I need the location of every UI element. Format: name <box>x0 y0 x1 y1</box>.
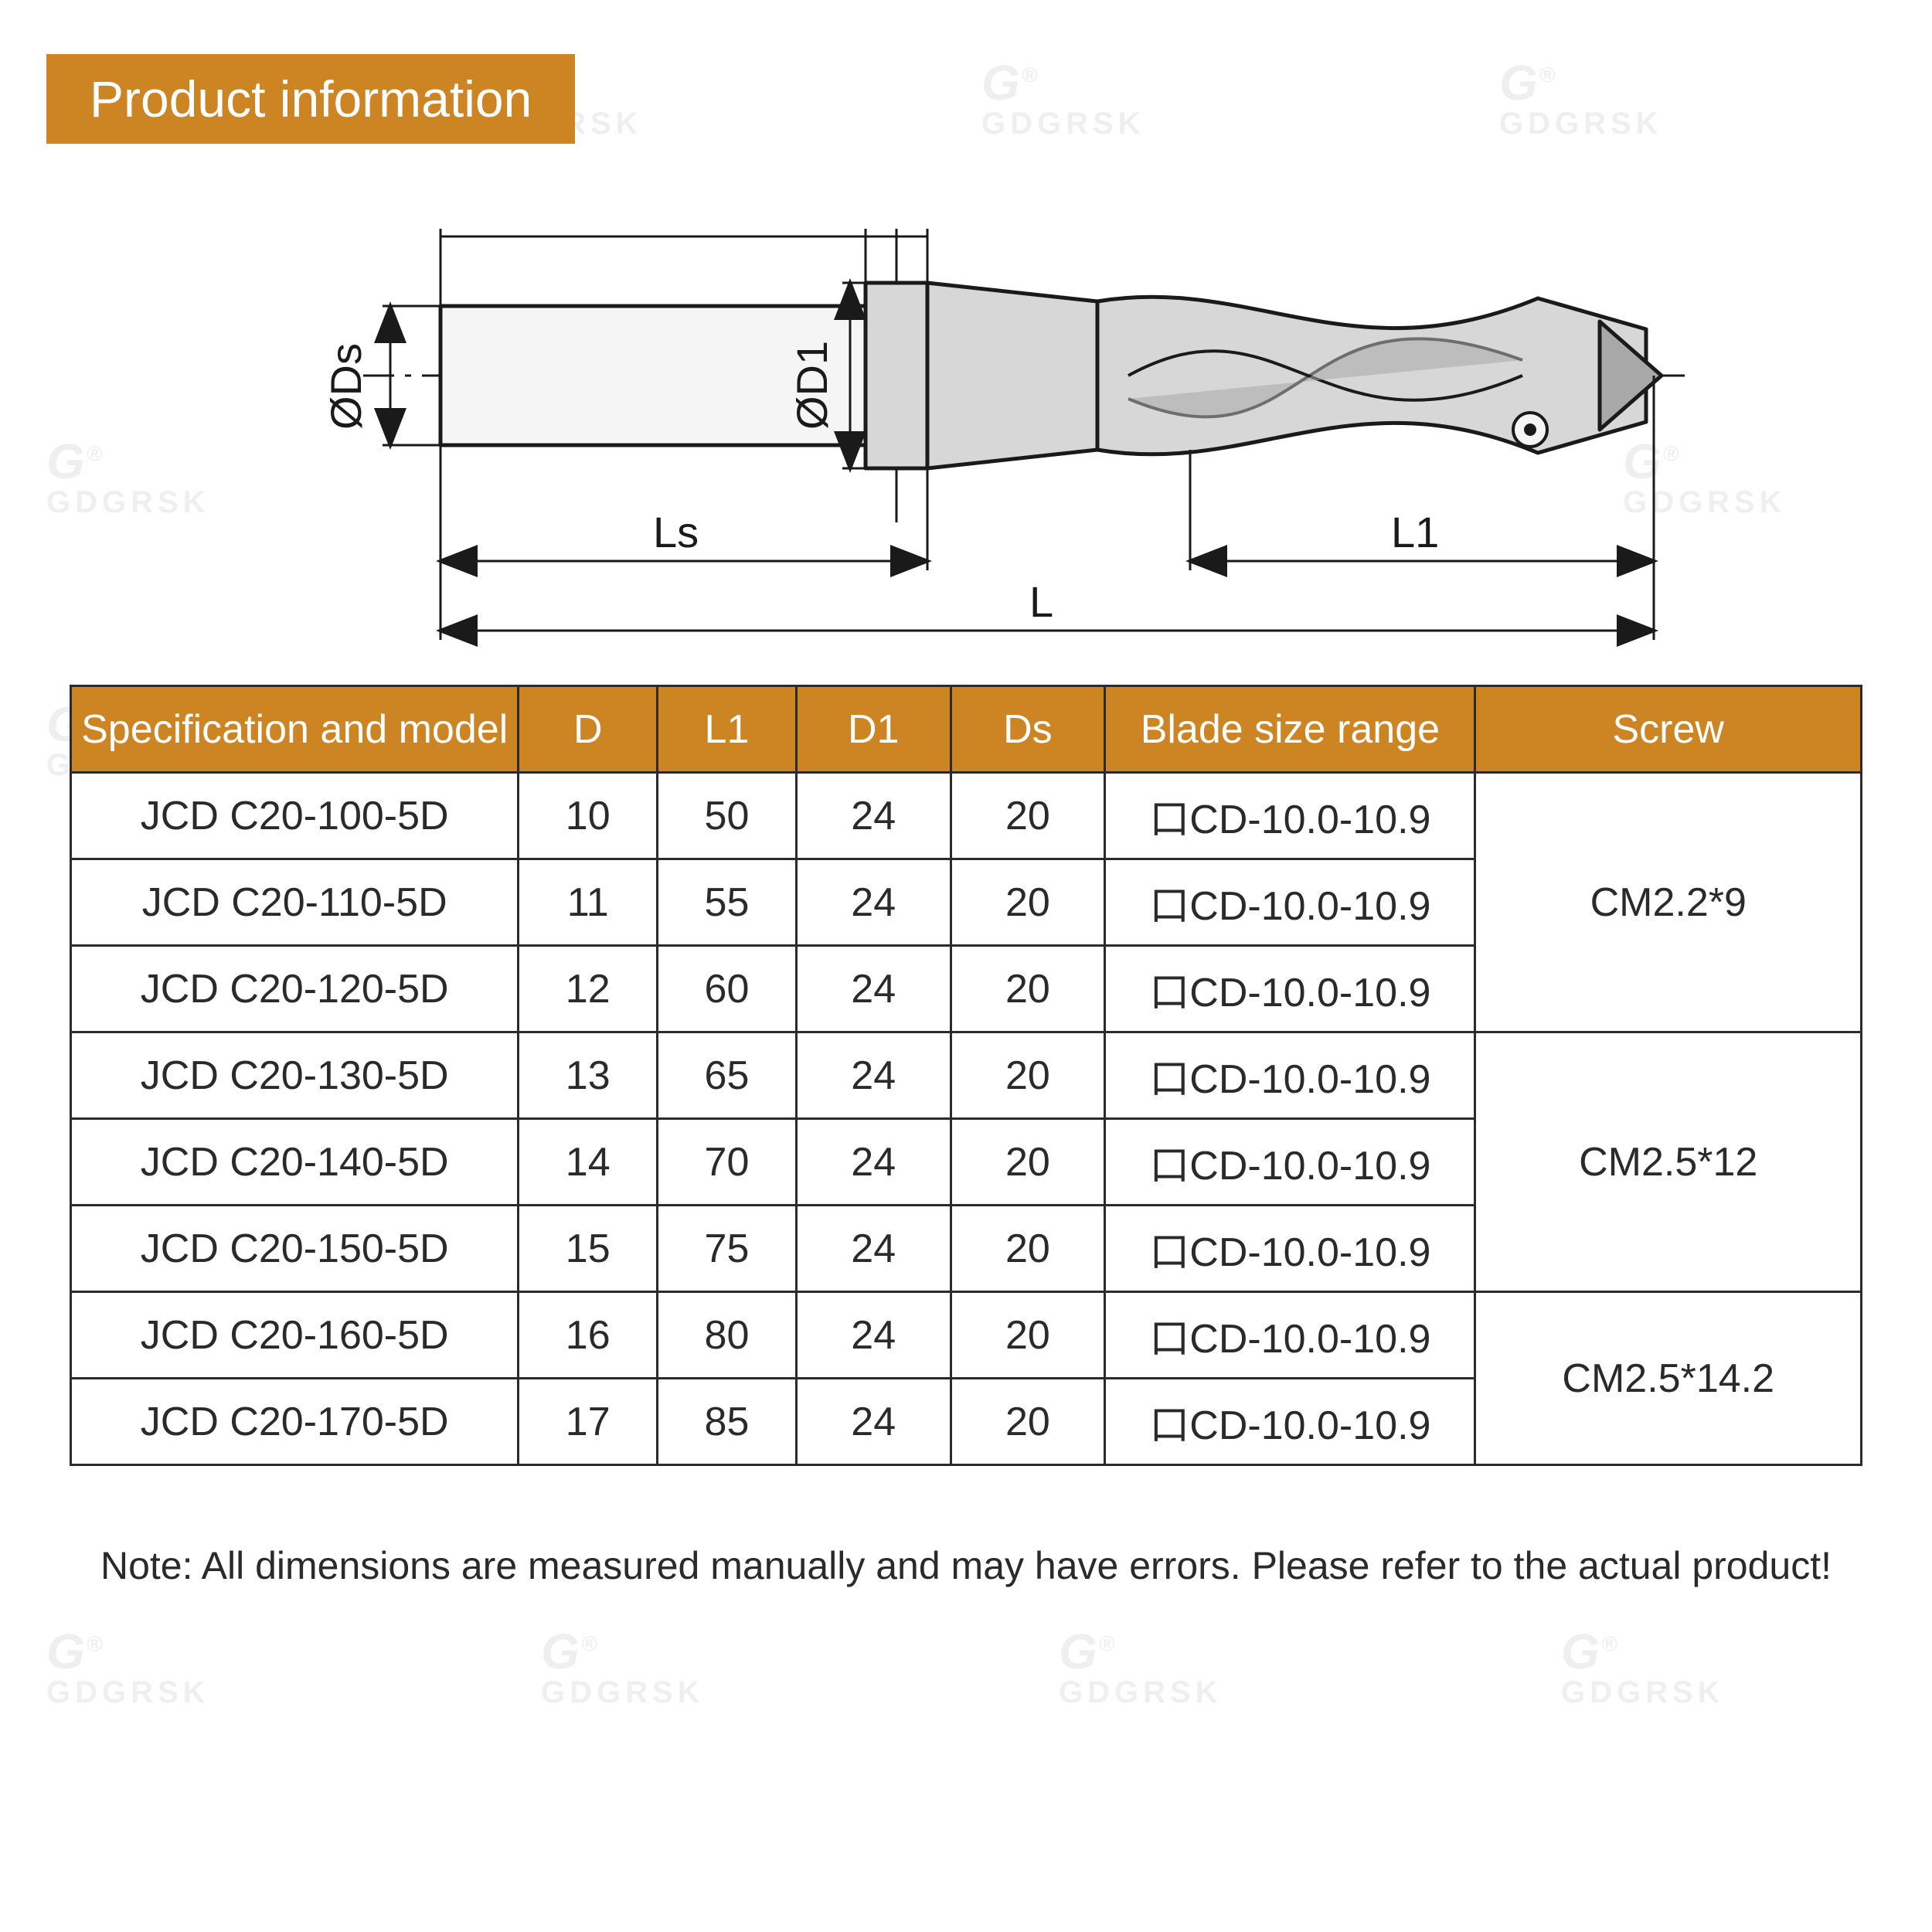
table-cell: 口CD-10.0-10.9 <box>1105 1206 1475 1292</box>
table-cell: 20 <box>951 859 1105 946</box>
table-cell: 10 <box>519 773 658 859</box>
spec-table: Specification and modelDL1D1DsBlade size… <box>70 685 1862 1466</box>
table-cell: JCD C20-140-5D <box>71 1119 519 1206</box>
table-cell: 17 <box>519 1379 658 1465</box>
table-header: D <box>519 686 658 773</box>
table-row: JCD C20-160-5D16802420口CD-10.0-10.9CM2.5… <box>71 1292 1862 1379</box>
table-cell: 55 <box>658 859 797 946</box>
table-cell: JCD C20-170-5D <box>71 1379 519 1465</box>
table-cell: 15 <box>519 1206 658 1292</box>
table-cell: 24 <box>796 1379 951 1465</box>
svg-text:Ls: Ls <box>653 508 699 556</box>
table-cell: JCD C20-160-5D <box>71 1292 519 1379</box>
table-cell: 75 <box>658 1206 797 1292</box>
table-cell: JCD C20-110-5D <box>71 859 519 946</box>
table-cell: 20 <box>951 1206 1105 1292</box>
table-cell: 13 <box>519 1032 658 1119</box>
table-cell: JCD C20-100-5D <box>71 773 519 859</box>
table-cell: 65 <box>658 1032 797 1119</box>
table-cell: 24 <box>796 1119 951 1206</box>
screw-cell: CM2.5*14.2 <box>1475 1292 1862 1465</box>
table-cell: JCD C20-120-5D <box>71 946 519 1032</box>
table-header: Ds <box>951 686 1105 773</box>
table-cell: 24 <box>796 1292 951 1379</box>
table-cell: JCD C20-130-5D <box>71 1032 519 1119</box>
svg-text:ØD1: ØD1 <box>787 341 836 430</box>
svg-text:L: L <box>1029 577 1053 626</box>
table-cell: 80 <box>658 1292 797 1379</box>
table-header: D1 <box>796 686 951 773</box>
table-cell: 24 <box>796 773 951 859</box>
table-cell: 20 <box>951 1119 1105 1206</box>
table-cell: 24 <box>796 1032 951 1119</box>
table-cell: 24 <box>796 946 951 1032</box>
table-header: Specification and model <box>71 686 519 773</box>
table-cell: 口CD-10.0-10.9 <box>1105 773 1475 859</box>
table-cell: 24 <box>796 859 951 946</box>
table-cell: 14 <box>519 1119 658 1206</box>
table-cell: 20 <box>951 946 1105 1032</box>
table-row: JCD C20-100-5D10502420口CD-10.0-10.9CM2.2… <box>71 773 1862 859</box>
table-cell: 口CD-10.0-10.9 <box>1105 859 1475 946</box>
table-cell: 口CD-10.0-10.9 <box>1105 946 1475 1032</box>
table-cell: 口CD-10.0-10.9 <box>1105 1032 1475 1119</box>
table-cell: 12 <box>519 946 658 1032</box>
table-header: Screw <box>1475 686 1862 773</box>
table-cell: 16 <box>519 1292 658 1379</box>
table-cell: 20 <box>951 773 1105 859</box>
table-cell: JCD C20-150-5D <box>71 1206 519 1292</box>
table-cell: 20 <box>951 1379 1105 1465</box>
table-row: JCD C20-130-5D13652420口CD-10.0-10.9CM2.5… <box>71 1032 1862 1119</box>
table-cell: 11 <box>519 859 658 946</box>
table-cell: 口CD-10.0-10.9 <box>1105 1379 1475 1465</box>
svg-text:L1: L1 <box>1391 508 1439 556</box>
section-header: Product information <box>46 54 575 144</box>
screw-cell: CM2.5*12 <box>1475 1032 1862 1292</box>
table-cell: 24 <box>796 1206 951 1292</box>
table-cell: 口CD-10.0-10.9 <box>1105 1119 1475 1206</box>
technical-diagram: ØDs ØD1 Ls L1 L <box>232 175 1700 654</box>
screw-cell: CM2.2*9 <box>1475 773 1862 1032</box>
svg-text:ØDs: ØDs <box>321 343 370 430</box>
table-cell: 70 <box>658 1119 797 1206</box>
table-cell: 50 <box>658 773 797 859</box>
table-cell: 20 <box>951 1292 1105 1379</box>
table-cell: 85 <box>658 1379 797 1465</box>
table-cell: 20 <box>951 1032 1105 1119</box>
table-cell: 口CD-10.0-10.9 <box>1105 1292 1475 1379</box>
table-cell: 60 <box>658 946 797 1032</box>
note-text: Note: All dimensions are measured manual… <box>46 1543 1886 1588</box>
table-header: Blade size range <box>1105 686 1475 773</box>
table-header: L1 <box>658 686 797 773</box>
